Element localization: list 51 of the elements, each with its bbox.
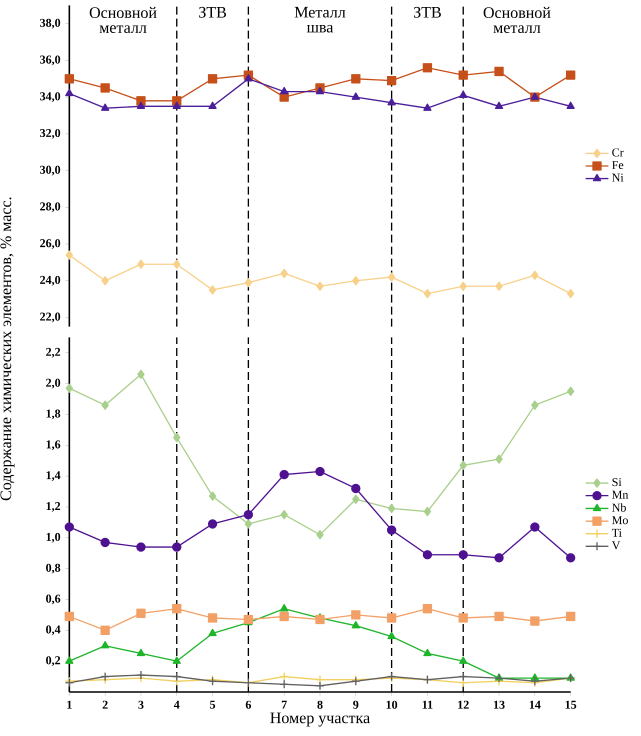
legend-label: Ni xyxy=(612,174,624,182)
x-tick-label: 1 xyxy=(67,700,72,709)
legend-label: Fe xyxy=(612,161,624,170)
annotation: Основной металл xyxy=(483,6,550,33)
y-tick-label: 2,0 xyxy=(46,378,60,389)
y-tick-label: 22,0 xyxy=(40,312,60,322)
y-tick-label: 38,0 xyxy=(40,18,60,29)
y-tick-label: 0,6 xyxy=(46,594,60,604)
y-tick-label: 1,0 xyxy=(46,532,60,543)
x-axis-title: Номер участка xyxy=(270,712,370,727)
annotation: Металл шва xyxy=(294,6,346,32)
legend-label: V xyxy=(612,541,620,550)
x-tick-label: 3 xyxy=(138,700,144,709)
annotation: Основной металл xyxy=(90,6,156,33)
x-tick-label: 6 xyxy=(246,700,251,709)
y-tick-label: 32,0 xyxy=(40,128,60,139)
y-tick-label: 30,0 xyxy=(40,166,60,176)
legend-label: Nb xyxy=(612,503,626,512)
x-tick-label: 4 xyxy=(174,700,180,709)
legend-label: Ti xyxy=(612,528,622,537)
y-tick-label: 0,2 xyxy=(46,656,60,666)
legend-label: Mo xyxy=(612,516,628,524)
x-tick-label: 9 xyxy=(352,700,358,709)
x-tick-label: 15 xyxy=(565,700,576,709)
x-tick-label: 13 xyxy=(494,700,504,709)
y-tick-label: 0,4 xyxy=(46,625,60,636)
y-tick-label: 28,0 xyxy=(40,202,60,212)
x-tick-label: 14 xyxy=(530,700,540,709)
y-tick-label: 1,4 xyxy=(46,471,60,482)
legend-label: Cr xyxy=(612,148,624,157)
y-tick-label: 2,2 xyxy=(46,348,60,358)
x-tick-label: 10 xyxy=(386,700,397,709)
x-tick-label: 7 xyxy=(282,700,287,709)
y-tick-label: 1,2 xyxy=(46,502,60,512)
annotation: ЗТВ xyxy=(414,6,441,18)
x-tick-label: 12 xyxy=(458,700,469,709)
y-tick-label: 1,6 xyxy=(46,440,60,450)
y-tick-label: 24,0 xyxy=(40,276,60,286)
x-tick-label: 8 xyxy=(317,700,322,709)
x-tick-label: 5 xyxy=(210,700,215,709)
y-tick-label: 26,0 xyxy=(40,239,60,249)
y-tick-label: 0,8 xyxy=(46,564,60,574)
y-tick-label: 36,0 xyxy=(40,55,60,66)
x-tick-label: 2 xyxy=(102,700,108,709)
y-tick-label: 1,8 xyxy=(46,410,60,420)
legend-label: Si xyxy=(612,478,622,486)
y-tick-label: 34,0 xyxy=(40,92,60,102)
y-axis-title: Содержание химических элементов, % масс. xyxy=(0,197,14,500)
x-tick-label: 11 xyxy=(422,700,432,709)
annotation: ЗТВ xyxy=(198,6,226,18)
legend-label: Mn xyxy=(612,490,628,499)
